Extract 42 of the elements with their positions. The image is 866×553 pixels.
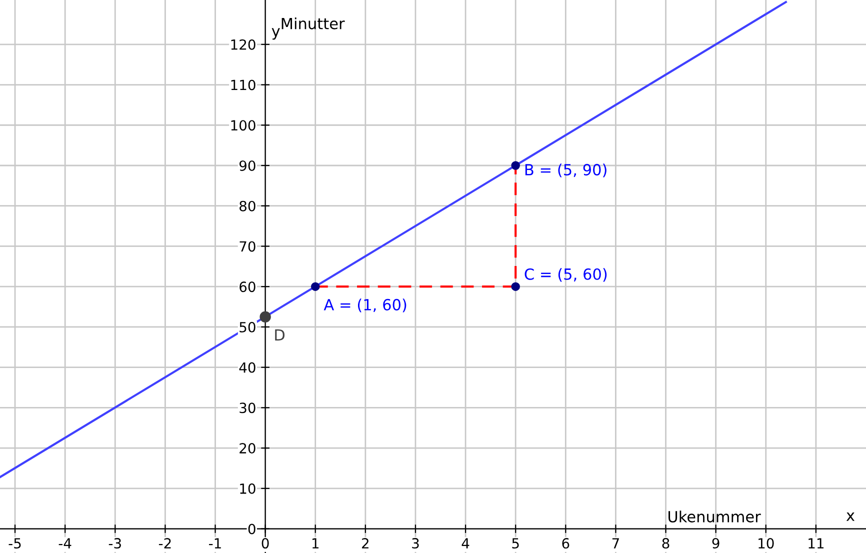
- y-tick-label: 80: [240, 200, 256, 212]
- point: [260, 311, 271, 322]
- x-tick-label: -4: [58, 538, 72, 548]
- y-tick-label: 0: [248, 524, 256, 534]
- point: [511, 282, 520, 291]
- x-tick-label: 8: [662, 538, 670, 549]
- x-tick-label: 11: [808, 538, 824, 548]
- x-tick-label: 4: [462, 538, 470, 548]
- annotation: x: [846, 512, 855, 521]
- y-tick-label: 40: [239, 362, 256, 373]
- x-axis-title: Ukenummer: [668, 510, 761, 522]
- point: [310, 282, 320, 291]
- x-tick-label: 1: [312, 538, 318, 548]
- x-tick-label: 9: [712, 538, 720, 549]
- x-tick-label: -2: [158, 538, 171, 548]
- y-tick-label: 20: [240, 443, 256, 454]
- annotation: A = (1, 60): [324, 298, 406, 312]
- y-tick-label: 30: [240, 402, 256, 414]
- point: [511, 161, 520, 170]
- x-tick-label: -1: [209, 538, 221, 548]
- y-tick-label: 110: [231, 80, 256, 90]
- x-tick-label: -3: [108, 538, 121, 549]
- x-tick-label: -5: [8, 538, 21, 549]
- y-axis-title: Minutter: [282, 18, 345, 30]
- x-tick-label: 0: [262, 538, 269, 549]
- y-tick-label: 10: [240, 483, 256, 494]
- y-tick-label: 90: [239, 160, 256, 171]
- annotation: y: [272, 28, 280, 40]
- y-tick-label: 60: [240, 282, 256, 292]
- y-tick-label: 50: [240, 322, 256, 332]
- annotation: B = (5, 90): [525, 164, 606, 178]
- y-tick-label: 100: [231, 120, 256, 131]
- x-tick-label: 6: [562, 538, 570, 549]
- x-tick-label: 2: [362, 538, 368, 548]
- x-tick-label: 5: [512, 538, 519, 549]
- y-tick-label: 70: [240, 241, 256, 252]
- x-tick-label: 3: [412, 538, 419, 549]
- annotation: C = (5, 60): [524, 268, 607, 282]
- x-tick-label: 10: [758, 538, 774, 549]
- annotation: D: [275, 329, 284, 341]
- y-tick-label: 120: [231, 39, 256, 50]
- x-tick-label: 7: [612, 538, 619, 548]
